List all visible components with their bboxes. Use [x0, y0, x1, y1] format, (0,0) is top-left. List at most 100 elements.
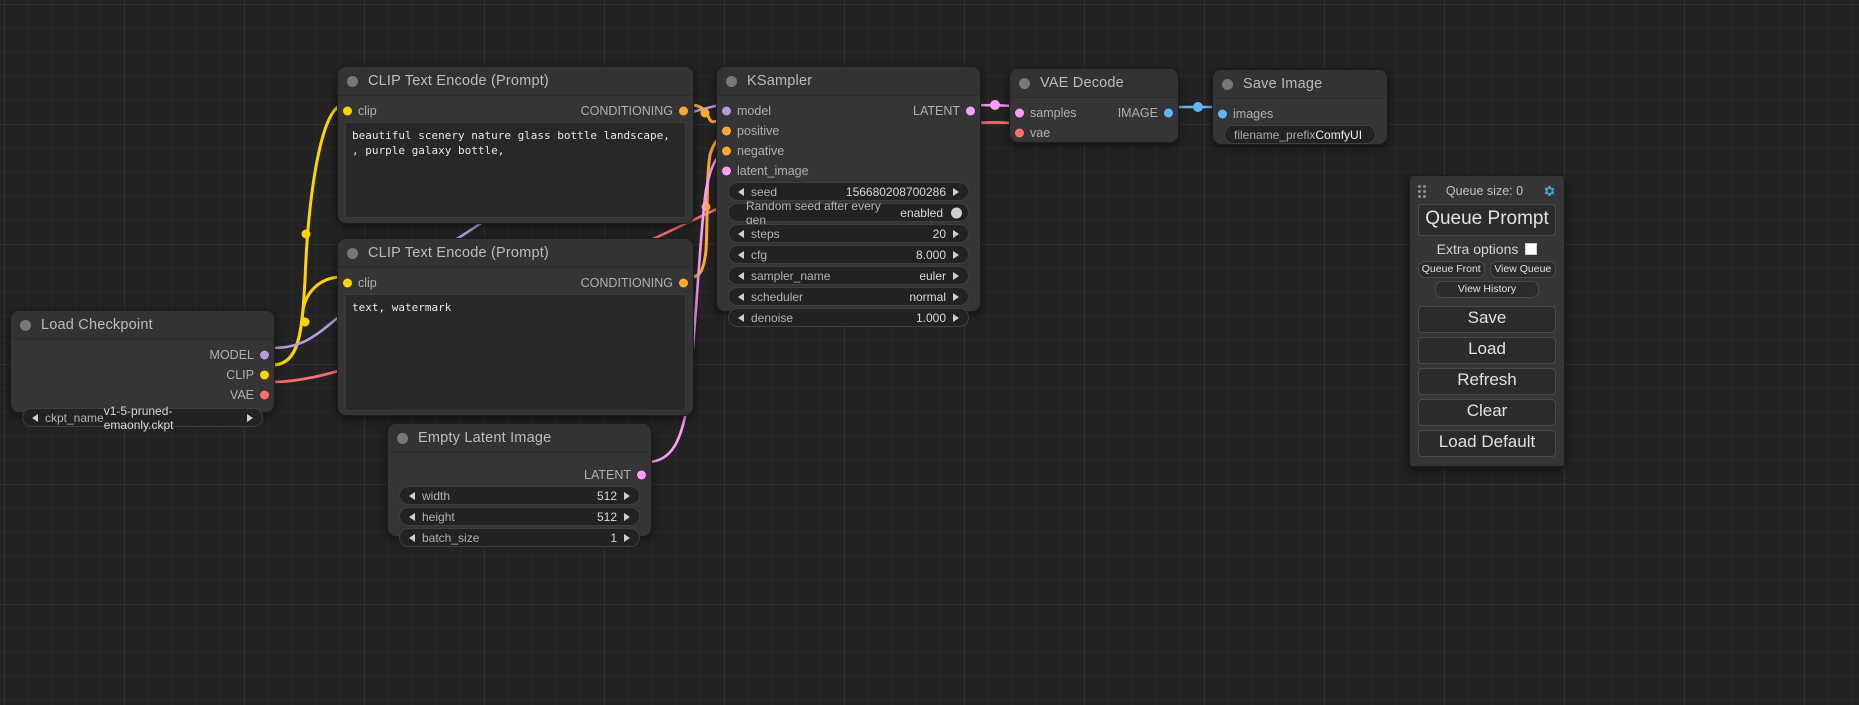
increment-arrow-icon[interactable]	[247, 413, 253, 422]
increment-arrow-icon[interactable]	[953, 187, 959, 196]
node-title-bar[interactable]: KSampler	[717, 67, 980, 96]
increment-arrow-icon[interactable]	[624, 533, 630, 542]
slot-input-vae[interactable]: vae	[1010, 124, 1178, 141]
collapse-dot-icon[interactable]	[347, 247, 358, 259]
slot-output-latent[interactable]: LATENT	[717, 102, 980, 119]
widget-sampler-name[interactable]: sampler_name euler	[728, 266, 969, 285]
queue-front-button[interactable]: Queue Front	[1418, 261, 1485, 278]
extra-options-row[interactable]: Extra options	[1418, 241, 1556, 257]
node-empty-latent-image[interactable]: Empty Latent Image LATENT width 512 heig…	[387, 423, 652, 547]
widget-cfg[interactable]: cfg 8.000	[728, 245, 969, 264]
node-load-checkpoint[interactable]: Load Checkpoint MODEL CLIP VAE ckpt_name…	[10, 310, 275, 432]
widget-width[interactable]: width 512	[399, 486, 640, 505]
save-button[interactable]: Save	[1418, 306, 1556, 333]
gear-icon[interactable]	[1542, 184, 1556, 198]
decrement-arrow-icon[interactable]	[738, 271, 744, 280]
collapse-dot-icon[interactable]	[347, 75, 358, 87]
slot-dot-model-icon[interactable]	[722, 106, 731, 115]
queue-menu-panel[interactable]: Queue size: 0 Queue Prompt Extra options…	[1409, 175, 1565, 467]
increment-arrow-icon[interactable]	[953, 271, 959, 280]
prompt-textarea[interactable]: text, watermark	[345, 294, 686, 411]
widget-scheduler[interactable]: scheduler normal	[728, 287, 969, 306]
widget-filename-prefix[interactable]: filename_prefix ComfyUI	[1224, 125, 1376, 144]
decrement-arrow-icon[interactable]	[738, 229, 744, 238]
increment-arrow-icon[interactable]	[624, 491, 630, 500]
increment-arrow-icon[interactable]	[953, 313, 959, 322]
decrement-arrow-icon[interactable]	[738, 313, 744, 322]
load-default-button[interactable]: Load Default	[1418, 430, 1556, 457]
collapse-dot-icon[interactable]	[1222, 78, 1233, 90]
increment-arrow-icon[interactable]	[624, 512, 630, 521]
queue-panel-header[interactable]: Queue size: 0	[1418, 182, 1556, 200]
refresh-button[interactable]: Refresh	[1418, 368, 1556, 395]
extra-options-checkbox[interactable]	[1525, 243, 1538, 255]
node-title-bar[interactable]: Load Checkpoint	[11, 311, 274, 340]
widget-steps[interactable]: steps 20	[728, 224, 969, 243]
collapse-dot-icon[interactable]	[1019, 77, 1030, 89]
load-button[interactable]: Load	[1418, 337, 1556, 364]
slot-dot-latent-icon[interactable]	[966, 106, 975, 115]
node-title-bar[interactable]: CLIP Text Encode (Prompt)	[338, 67, 693, 96]
slot-dot-conditioning-icon[interactable]	[722, 146, 731, 155]
slot-dot-clip-icon[interactable]	[343, 106, 352, 115]
decrement-arrow-icon[interactable]	[409, 533, 415, 542]
node-title-bar[interactable]: Empty Latent Image	[388, 424, 651, 453]
queue-prompt-button[interactable]: Queue Prompt	[1418, 204, 1556, 236]
slot-input-negative[interactable]: negative	[717, 142, 980, 159]
slot-dot-latent-icon[interactable]	[1015, 108, 1024, 117]
slot-dot-conditioning-icon[interactable]	[679, 278, 688, 287]
widget-height[interactable]: height 512	[399, 507, 640, 526]
widget-random-seed-toggle[interactable]: Random seed after every gen enabled	[728, 199, 969, 227]
decrement-arrow-icon[interactable]	[738, 187, 744, 196]
slot-output-model[interactable]: MODEL	[11, 346, 274, 363]
view-history-button[interactable]: View History	[1435, 281, 1539, 298]
slot-input-latent-image[interactable]: latent_image	[717, 162, 980, 179]
slot-dot-latent-icon[interactable]	[722, 166, 731, 175]
collapse-dot-icon[interactable]	[20, 319, 31, 331]
increment-arrow-icon[interactable]	[953, 250, 959, 259]
widget-batch-size[interactable]: batch_size 1	[399, 528, 640, 547]
slot-input-images[interactable]: images	[1213, 105, 1387, 122]
node-title-bar[interactable]: VAE Decode	[1010, 69, 1178, 98]
slot-dot-model-icon[interactable]	[260, 350, 269, 359]
node-vae-decode[interactable]: VAE Decode samples IMAGE vae	[1009, 68, 1179, 143]
slot-input-positive[interactable]: positive	[717, 122, 980, 139]
increment-arrow-icon[interactable]	[953, 229, 959, 238]
slot-input-model[interactable]: model	[717, 102, 980, 119]
slot-output-vae[interactable]: VAE	[11, 386, 274, 403]
node-title-bar[interactable]: CLIP Text Encode (Prompt)	[338, 239, 693, 268]
slot-input-clip[interactable]: clip	[338, 274, 693, 291]
node-clip-text-encode-positive[interactable]: CLIP Text Encode (Prompt) clip CONDITION…	[337, 66, 694, 224]
node-title-bar[interactable]: Save Image	[1213, 70, 1387, 99]
slot-dot-vae-icon[interactable]	[1015, 128, 1024, 137]
decrement-arrow-icon[interactable]	[738, 250, 744, 259]
slot-dot-conditioning-icon[interactable]	[679, 106, 688, 115]
slot-dot-image-icon[interactable]	[1218, 109, 1227, 118]
decrement-arrow-icon[interactable]	[409, 512, 415, 521]
slot-output-conditioning[interactable]: CONDITIONING	[338, 102, 693, 119]
slot-input-samples[interactable]: samples	[1010, 104, 1178, 121]
collapse-dot-icon[interactable]	[397, 432, 408, 444]
slot-dot-image-icon[interactable]	[1164, 108, 1173, 117]
slot-input-clip[interactable]: clip	[338, 102, 693, 119]
view-queue-button[interactable]: View Queue	[1489, 261, 1556, 278]
slot-output-latent[interactable]: LATENT	[388, 466, 651, 483]
clear-button[interactable]: Clear	[1418, 399, 1556, 426]
widget-ckpt-name[interactable]: ckpt_name v1-5-pruned-emaonly.ckpt	[22, 404, 263, 432]
slot-output-conditioning[interactable]: CONDITIONING	[338, 274, 693, 291]
node-ksampler[interactable]: KSampler model LATENT positive negative …	[716, 66, 981, 327]
widget-denoise[interactable]: denoise 1.000	[728, 308, 969, 327]
decrement-arrow-icon[interactable]	[738, 292, 744, 301]
node-save-image[interactable]: Save Image images filename_prefix ComfyU…	[1212, 69, 1388, 145]
prompt-textarea[interactable]: beautiful scenery nature glass bottle la…	[345, 122, 686, 218]
slot-dot-latent-icon[interactable]	[637, 470, 646, 479]
collapse-dot-icon[interactable]	[726, 75, 737, 87]
increment-arrow-icon[interactable]	[953, 292, 959, 301]
widget-seed[interactable]: seed 156680208700286	[728, 182, 969, 201]
slot-dot-clip-icon[interactable]	[343, 278, 352, 287]
slot-output-image[interactable]: IMAGE	[1010, 104, 1178, 121]
decrement-arrow-icon[interactable]	[32, 413, 38, 422]
slot-dot-clip-icon[interactable]	[260, 370, 269, 379]
drag-handle-icon[interactable]	[1418, 185, 1427, 198]
